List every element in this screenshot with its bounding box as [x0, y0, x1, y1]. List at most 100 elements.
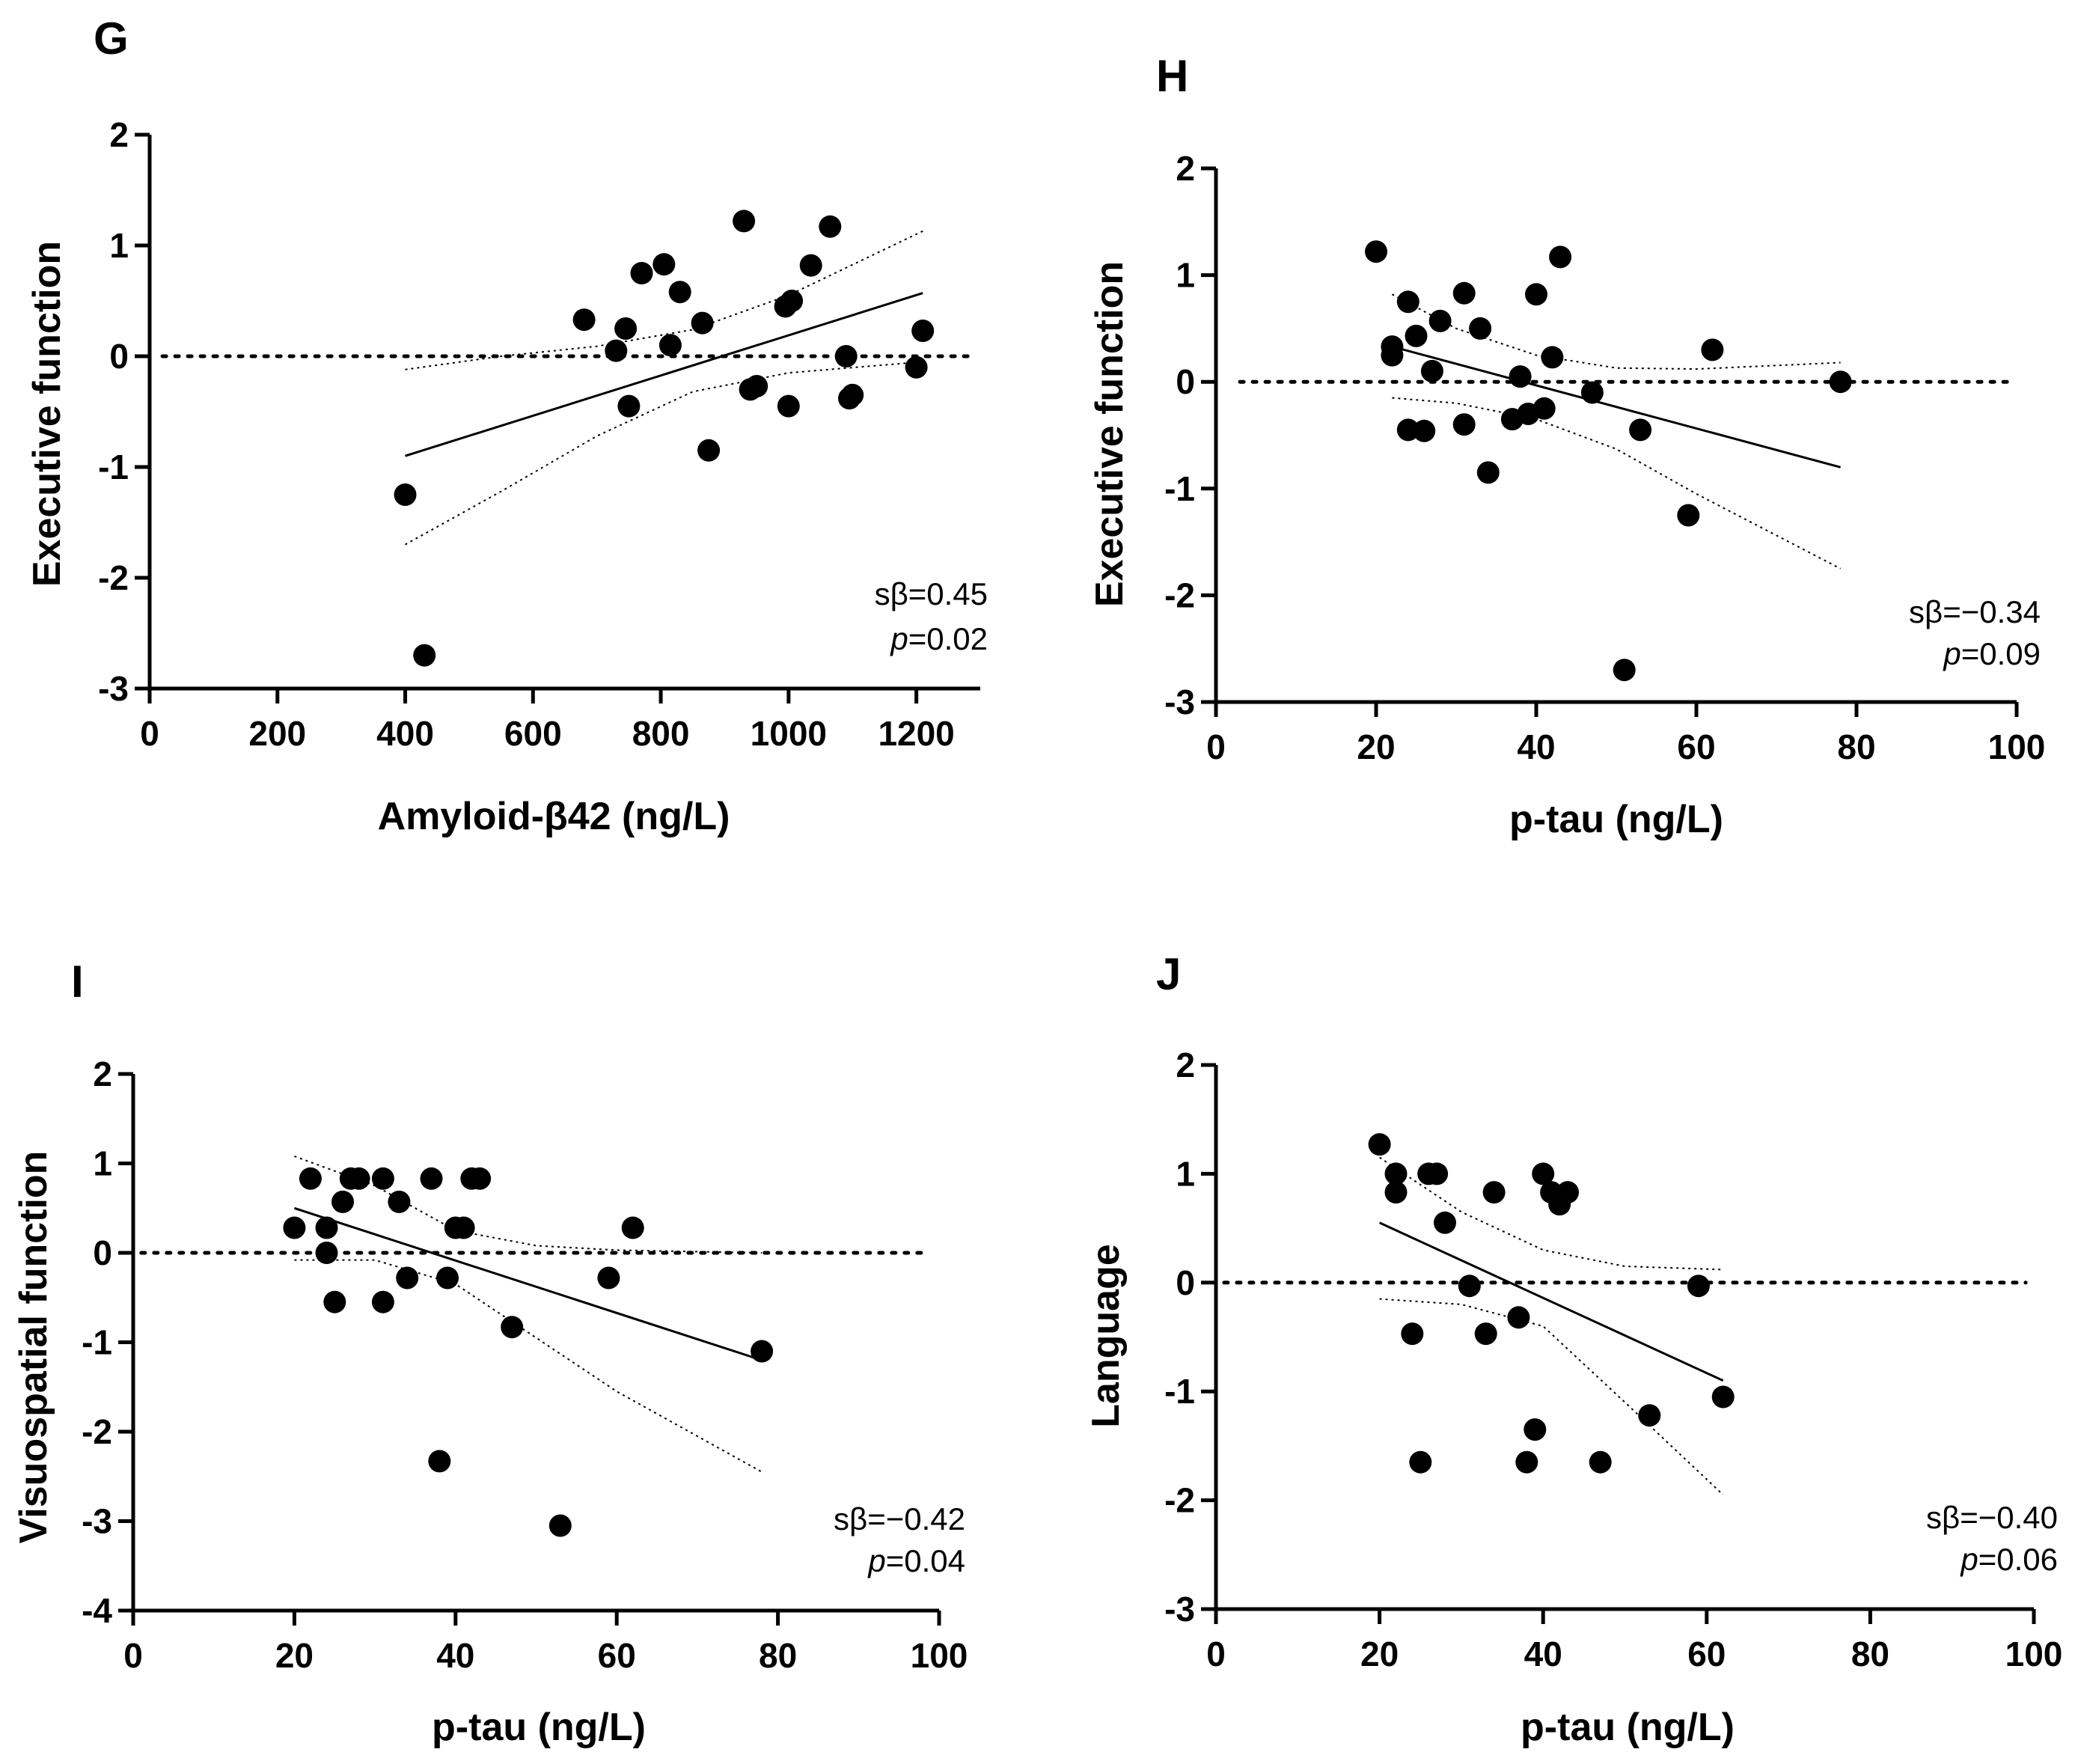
data-point-j	[1532, 1162, 1555, 1185]
data-point-g	[819, 215, 842, 238]
data-point-i	[315, 1216, 338, 1239]
y-tick-label-j: -2	[1164, 1481, 1195, 1520]
x-tick-label-g: 600	[504, 714, 562, 753]
regression-line-g	[405, 292, 923, 457]
data-point-i	[436, 1266, 459, 1290]
stat-beta-h: sβ=−0.34	[1909, 594, 2041, 629]
x-tick-label-i: 20	[275, 1636, 314, 1675]
x-tick-label-h: 0	[1206, 727, 1226, 766]
data-point-j	[1458, 1275, 1481, 1298]
data-point-g	[630, 262, 653, 284]
data-point-i	[371, 1167, 394, 1190]
stat-p-value-j: =0.06	[1978, 1542, 2058, 1577]
panel-j-marks: 2 1 0 -1 -2 -3 0 20 40 60 80 100	[1164, 1046, 2062, 1673]
y-tick-label-j: -3	[1164, 1590, 1195, 1629]
x-tick-label-j: 100	[2005, 1635, 2063, 1673]
data-point-i	[548, 1514, 572, 1537]
data-point-j	[1711, 1385, 1735, 1409]
data-point-h	[1677, 504, 1700, 527]
data-point-g	[653, 253, 676, 276]
x-tick-label-g: 1000	[751, 714, 827, 753]
data-point-j	[1515, 1450, 1538, 1474]
data-point-i	[468, 1167, 492, 1190]
x-tick-label-h: 40	[1517, 727, 1555, 766]
x-axis-title-g: Amyloid-β42 (ng/L)	[378, 795, 730, 838]
y-tick-label-j: -1	[1164, 1372, 1195, 1411]
data-point-j	[1425, 1162, 1449, 1185]
regression-line-h	[1392, 345, 1841, 469]
regression-line-i	[293, 1206, 763, 1361]
data-point-g	[572, 308, 596, 332]
data-point-i	[428, 1450, 451, 1473]
stat-p-label-j: p	[1959, 1542, 1978, 1577]
data-point-h	[1701, 338, 1724, 361]
data-point-g	[394, 483, 417, 506]
data-point-h	[1452, 413, 1476, 436]
panel-i: I 2 1 0 -1 -2 -3 -4 0 20 40 60 80 100 p-tau (ng/L) V…	[12, 956, 968, 1749]
data-point-h	[1525, 283, 1547, 306]
x-tick-label-j: 80	[1851, 1635, 1889, 1673]
stat-p-h: p=0.09	[1942, 636, 2041, 671]
y-tick-label-g: -3	[98, 669, 129, 708]
x-tick-label-g: 200	[248, 714, 306, 753]
panel-letter-g: G	[94, 13, 129, 64]
y-tick-label-h: -1	[1164, 469, 1195, 508]
data-point-j	[1434, 1211, 1456, 1234]
data-point-h	[1613, 659, 1636, 682]
data-point-h	[1580, 381, 1604, 404]
data-point-i	[315, 1242, 338, 1264]
y-tick-label-j: 2	[1176, 1046, 1195, 1084]
data-point-i	[501, 1316, 524, 1339]
stat-beta-g: sβ=0.45	[875, 576, 988, 611]
y-tick-label-i: -3	[82, 1502, 112, 1541]
data-point-h	[1396, 418, 1420, 442]
x-tick-label-g: 0	[140, 714, 159, 753]
data-point-i	[331, 1190, 354, 1213]
panel-h-marks: 2 1 0 -1 -2 -3 0 20 40 60 80 100	[1164, 149, 2045, 766]
panel-letter-h: H	[1156, 51, 1188, 101]
x-tick-label-j: 60	[1687, 1635, 1726, 1673]
data-point-g	[905, 355, 928, 379]
data-point-j	[1474, 1322, 1497, 1346]
x-tick-label-h: 60	[1677, 727, 1715, 766]
stat-p-label-h: p	[1942, 636, 1961, 671]
data-point-i	[388, 1190, 411, 1213]
y-tick-label-g: 1	[109, 226, 129, 265]
stat-p-label-g: p	[889, 621, 908, 656]
panel-letter-j: J	[1156, 949, 1181, 999]
data-point-g	[799, 254, 822, 277]
data-point-g	[658, 334, 682, 357]
y-axis-title-g: Executive function	[25, 241, 69, 587]
data-point-g	[733, 210, 756, 233]
data-point-g	[841, 383, 864, 406]
data-point-g	[614, 317, 638, 340]
data-point-h	[1428, 309, 1452, 332]
data-point-j	[1524, 1418, 1547, 1441]
x-tick-label-j: 40	[1524, 1635, 1562, 1673]
data-point-g	[413, 644, 436, 667]
x-tick-label-j: 0	[1206, 1635, 1226, 1673]
y-tick-label-h: 1	[1176, 256, 1195, 295]
data-point-h	[1541, 346, 1564, 369]
data-point-i	[371, 1290, 394, 1313]
stat-beta-i: sβ=−0.42	[834, 1501, 965, 1536]
panel-g-marks: 2 1 0 -1 -2 -3 0 200 400 600 800 1000 1200	[98, 115, 980, 753]
x-tick-label-g: 400	[376, 714, 434, 753]
data-point-j	[1589, 1450, 1612, 1474]
y-axis-title-j: Language	[1084, 1244, 1128, 1428]
data-point-h	[1509, 365, 1532, 388]
y-tick-label-i: -2	[82, 1412, 112, 1451]
data-point-h	[1532, 397, 1556, 420]
x-axis-title-j: p-tau (ng/L)	[1521, 1706, 1735, 1749]
data-point-i	[323, 1290, 346, 1313]
stat-p-j: p=0.06	[1959, 1542, 2058, 1577]
data-point-j	[1507, 1306, 1530, 1329]
panel-letter-i: I	[71, 956, 84, 1007]
data-point-i	[751, 1340, 774, 1363]
ci-lower-line-i	[294, 1259, 763, 1473]
stat-p-label-i: p	[867, 1543, 885, 1578]
ci-lower-line-g	[405, 361, 923, 546]
x-tick-label-h: 20	[1357, 727, 1395, 766]
data-point-j	[1368, 1133, 1391, 1156]
